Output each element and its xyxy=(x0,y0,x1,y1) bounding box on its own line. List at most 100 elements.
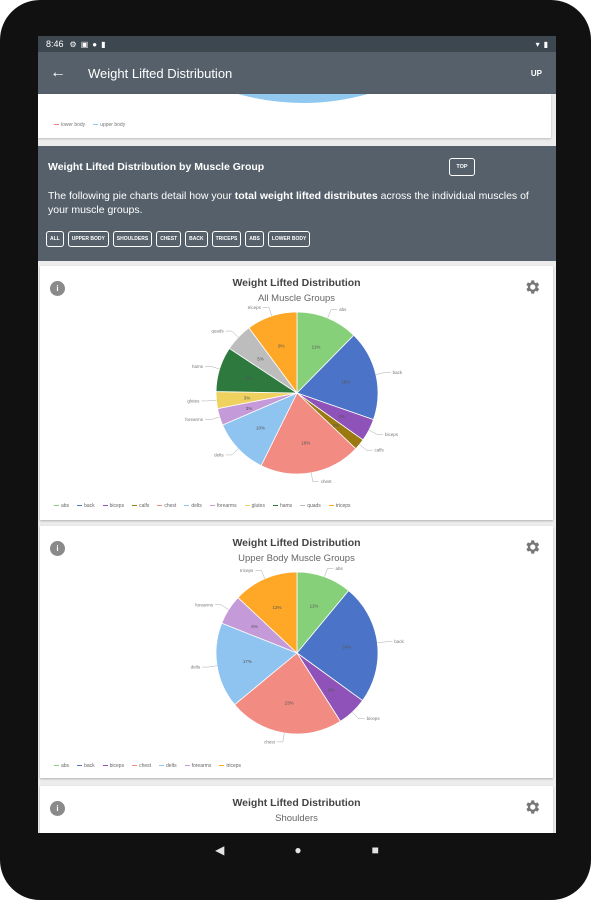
gear-icon[interactable] xyxy=(523,798,541,816)
chip-triceps[interactable]: TRICEPS xyxy=(211,231,242,247)
slice-value-label: 16% xyxy=(341,380,350,385)
slice-value-label: 11% xyxy=(312,345,321,350)
chart-title: Weight Lifted Distribution xyxy=(232,537,361,549)
slice-category-label: hams xyxy=(192,364,204,369)
sd-icon: ▮ xyxy=(101,39,106,49)
filter-chips: ALL UPPER BODY SHOULDERS CHEST BACK TRIC… xyxy=(46,231,311,247)
chip-shoulders[interactable]: SHOULDERS xyxy=(112,231,153,247)
legend-item-forearms[interactable]: forearms xyxy=(184,763,211,769)
screen: 8:46 ⚙ ▣ ● ▮ ▾ ▮ ← Weight Lifted Distrib… xyxy=(38,36,556,833)
slice-category-label: forearms xyxy=(185,417,204,422)
slice-category-label: delts xyxy=(191,665,201,670)
legend-item-delts[interactable]: delts xyxy=(159,763,177,769)
legend-item-abs[interactable]: abs xyxy=(54,503,69,509)
slice-category-label: forearms xyxy=(195,602,214,607)
nav-back-icon[interactable]: ◀ xyxy=(215,843,225,857)
info-icon[interactable]: i xyxy=(50,541,65,556)
chip-back[interactable]: BACK xyxy=(185,231,208,247)
slice-value-label: 18% xyxy=(301,440,310,445)
leader-line xyxy=(205,416,220,420)
leader-line xyxy=(377,641,393,644)
legend-item-triceps[interactable]: triceps xyxy=(328,503,351,509)
back-arrow-icon[interactable]: ← xyxy=(50,64,66,81)
chip-all[interactable]: ALL xyxy=(46,231,64,247)
leader-line xyxy=(255,570,266,579)
muscle-group-section: Weight Lifted Distribution by Muscle Gro… xyxy=(38,146,556,261)
slice-value-label: 5% xyxy=(257,356,264,361)
slice-value-label: 11% xyxy=(310,604,319,609)
up-button[interactable]: UP xyxy=(530,68,542,78)
chart-card-all: i Weight Lifted Distribution All Muscle … xyxy=(40,266,553,520)
slice-value-label: 8% xyxy=(246,376,253,381)
slice-value-label: 2% xyxy=(333,423,340,428)
slice-category-label: back xyxy=(394,639,404,644)
legend-item-hams[interactable]: hams xyxy=(272,503,292,509)
chart-legend: abs back biceps calfs chest delts forearms glut… xyxy=(54,503,351,509)
wifi-icon: ▾ xyxy=(535,39,540,49)
slice-value-label: 6% xyxy=(251,624,258,629)
slice-value-label: 23% xyxy=(285,701,294,706)
legend-item-glutes[interactable]: glutes xyxy=(244,503,265,509)
slice-category-label: calfs xyxy=(375,448,385,453)
pie-slice-back[interactable] xyxy=(296,590,379,702)
upper-lower-chart-card: lower body upper body xyxy=(38,94,551,138)
leader-line xyxy=(215,604,229,610)
top-button[interactable]: TOP xyxy=(449,158,475,176)
slice-category-label: abs xyxy=(339,307,347,312)
legend-item-chest[interactable]: chest xyxy=(132,763,151,769)
leader-line xyxy=(205,366,220,370)
slice-value-label: 17% xyxy=(243,659,252,664)
slice-value-label: 6% xyxy=(328,688,335,693)
legend-item-biceps[interactable]: biceps xyxy=(102,503,124,509)
gear-icon[interactable] xyxy=(523,538,541,556)
chart-subtitle: All Muscle Groups xyxy=(257,293,336,304)
chart-legend: abs back biceps chest delts forearms triceps xyxy=(54,763,241,769)
chip-lower-body[interactable]: LOWER BODY xyxy=(267,231,311,247)
pin-icon: ● xyxy=(92,39,98,49)
slice-category-label: biceps xyxy=(385,432,399,437)
chip-upper-body[interactable]: UPPER BODY xyxy=(67,231,109,247)
chip-abs[interactable]: ABS xyxy=(245,231,264,247)
slice-value-label: 13% xyxy=(273,605,282,610)
pie-slice-back[interactable] xyxy=(296,334,379,421)
slice-category-label: chest xyxy=(321,479,333,484)
pie-chart-all: 11% abs 16% back 4% biceps 2% calfs 18% chest 10% d… xyxy=(185,305,403,484)
legend-item-back[interactable]: back xyxy=(77,763,95,769)
chart-card-shoulders: i Weight Lifted Distribution Shoulders xyxy=(40,786,553,833)
nav-recents-icon[interactable]: ■ xyxy=(371,843,379,857)
legend-item-delts[interactable]: delts xyxy=(184,503,202,509)
status-bar: 8:46 ⚙ ▣ ● ▮ ▾ ▮ xyxy=(38,36,556,52)
pie-slice-triceps[interactable] xyxy=(237,571,298,654)
legend-item-chest[interactable]: chest xyxy=(157,503,176,509)
chart-subtitle: Upper Body Muscle Groups xyxy=(238,553,355,564)
gear-icon[interactable] xyxy=(523,278,541,296)
slice-value-label: 4% xyxy=(338,414,345,419)
legend-item-abs[interactable]: abs xyxy=(54,763,69,769)
chart-title: Weight Lifted Distribution xyxy=(232,797,361,809)
leader-line xyxy=(225,448,239,456)
info-icon[interactable]: i xyxy=(50,801,65,816)
leader-line xyxy=(276,732,285,743)
slice-category-label: triceps xyxy=(240,568,254,573)
info-icon[interactable]: i xyxy=(50,281,65,296)
nav-home-icon[interactable]: ● xyxy=(294,843,302,857)
pie-remnant xyxy=(238,94,368,103)
chart-subtitle: Shoulders xyxy=(275,813,318,824)
legend-item-triceps[interactable]: triceps xyxy=(219,763,241,769)
legend-item-biceps[interactable]: biceps xyxy=(102,763,124,769)
legend-item: upper body xyxy=(93,122,125,128)
pie-slice-abs[interactable] xyxy=(296,311,355,394)
legend-item-forearms[interactable]: forearms xyxy=(209,503,237,509)
pie-slice-chest[interactable] xyxy=(260,392,357,475)
legend-item-quads[interactable]: quads xyxy=(300,503,321,509)
slice-value-label: 10% xyxy=(256,426,265,431)
app-bar: ← Weight Lifted Distribution UP xyxy=(38,52,556,94)
chip-chest[interactable]: CHEST xyxy=(156,231,182,247)
slice-value-label: 24% xyxy=(342,645,351,650)
pie-slice-triceps[interactable] xyxy=(248,311,298,395)
legend-item-calfs[interactable]: calfs xyxy=(132,503,149,509)
section-heading: Weight Lifted Distribution by Muscle Gro… xyxy=(48,161,265,173)
slice-category-label: back xyxy=(393,370,403,375)
leader-line xyxy=(262,307,272,317)
legend-item-back[interactable]: back xyxy=(77,503,95,509)
